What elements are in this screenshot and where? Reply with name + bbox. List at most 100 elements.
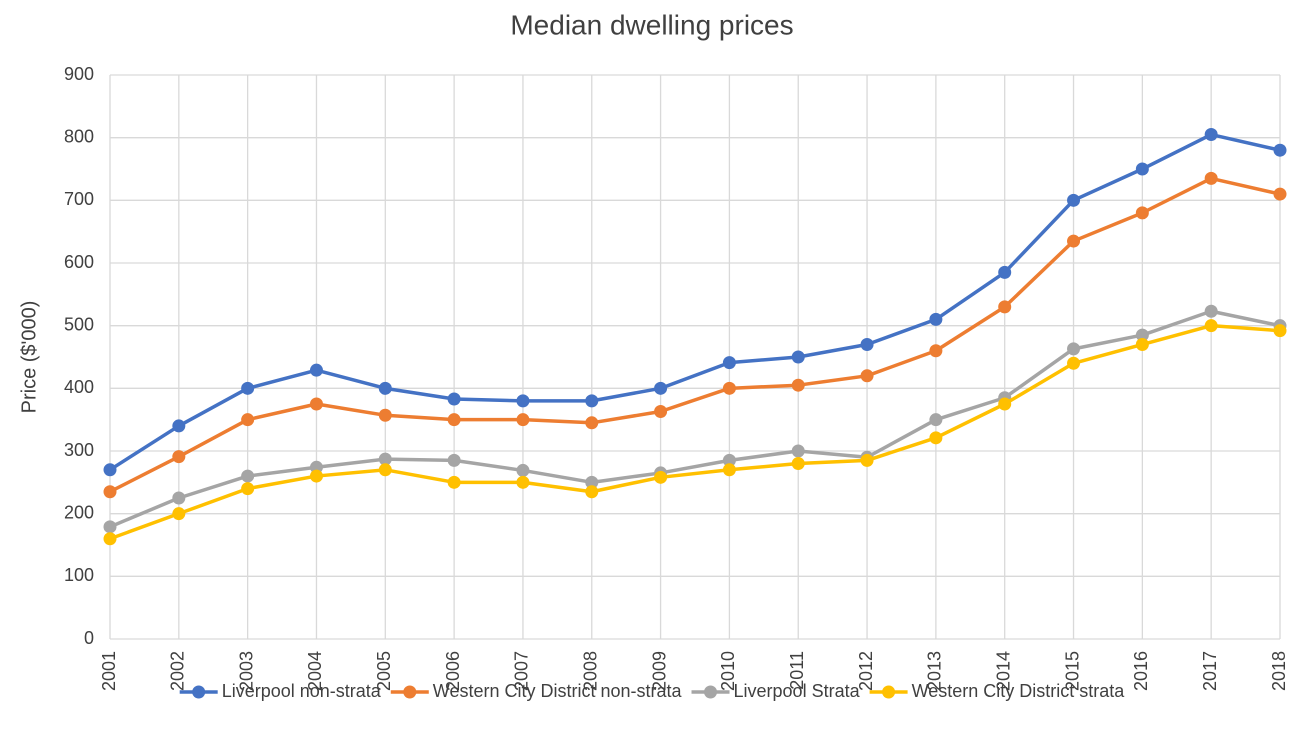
point: [241, 381, 255, 395]
point: [1204, 319, 1218, 333]
chart-title: Median dwelling prices: [510, 9, 793, 40]
series-line: [109, 132, 1281, 472]
point: [309, 397, 323, 411]
point: [172, 419, 186, 433]
point: [654, 405, 668, 419]
x-tick-label: 2004: [305, 651, 325, 691]
point: [378, 463, 392, 477]
x-tick-label: 2013: [925, 651, 945, 691]
point: [1067, 234, 1081, 248]
point: [722, 356, 736, 370]
point: [447, 413, 461, 427]
y-tick-label: 200: [64, 502, 94, 522]
point: [1204, 171, 1218, 185]
point: [447, 475, 461, 489]
point: [722, 453, 736, 467]
point: [103, 463, 117, 477]
point: [791, 350, 805, 364]
point: [1204, 304, 1218, 318]
point: [791, 378, 805, 392]
point: [241, 469, 255, 483]
y-tick-label: 900: [64, 64, 94, 84]
point: [860, 453, 874, 467]
y-tick-label: 500: [64, 314, 94, 334]
point: [1273, 143, 1287, 157]
legend-label: Liverpool non-strata: [222, 681, 382, 701]
x-tick-label: 2001: [99, 651, 119, 691]
point: [516, 475, 530, 489]
point: [1135, 328, 1149, 342]
point: [1067, 193, 1081, 207]
point: [929, 312, 943, 326]
point: [722, 381, 736, 395]
point: [929, 344, 943, 358]
point: [378, 408, 392, 422]
x-tick-label: 2002: [168, 651, 188, 691]
point: [103, 520, 117, 534]
point: [516, 413, 530, 427]
point: [860, 369, 874, 383]
point: [585, 475, 599, 489]
series-line: [109, 309, 1281, 529]
x-tick-label: 2017: [1200, 651, 1220, 691]
point: [103, 532, 117, 546]
point: [447, 392, 461, 406]
legend-marker: [704, 685, 718, 699]
point: [1273, 187, 1287, 201]
y-axis-label: Price ($'000): [18, 301, 40, 414]
x-tick-label: 2003: [236, 651, 256, 691]
point: [241, 482, 255, 496]
point: [172, 450, 186, 464]
x-tick-label: 2005: [374, 651, 394, 691]
point: [791, 457, 805, 471]
series-line: [109, 176, 1281, 494]
point: [309, 363, 323, 377]
y-tick-label: 700: [64, 189, 94, 209]
x-tick-label: 2007: [512, 651, 532, 691]
legend-label: Western City District strata: [912, 681, 1126, 701]
point: [378, 452, 392, 466]
point: [447, 453, 461, 467]
point: [103, 485, 117, 499]
point: [516, 394, 530, 408]
point: [1135, 206, 1149, 220]
legend-label: Liverpool Strata: [734, 681, 861, 701]
point: [1273, 324, 1287, 338]
point: [1067, 356, 1081, 370]
point: [929, 413, 943, 427]
point: [998, 397, 1012, 411]
point: [929, 431, 943, 445]
point: [654, 381, 668, 395]
y-tick-label: 100: [64, 565, 94, 585]
x-tick-label: 2014: [993, 651, 1013, 691]
x-tick-label: 2006: [443, 651, 463, 691]
point: [585, 394, 599, 408]
legend-label: Western City District non-strata: [433, 681, 683, 701]
legend-marker: [192, 685, 206, 699]
y-tick-label: 400: [64, 377, 94, 397]
x-tick-label: 2009: [649, 651, 669, 691]
point: [309, 469, 323, 483]
series-line: [109, 323, 1281, 541]
point: [172, 491, 186, 505]
legend-marker: [882, 685, 896, 699]
point: [378, 381, 392, 395]
legend-marker: [403, 685, 417, 699]
point: [516, 463, 530, 477]
y-tick-label: 0: [84, 628, 94, 648]
y-tick-label: 300: [64, 440, 94, 460]
point: [722, 463, 736, 477]
point: [1204, 128, 1218, 142]
point: [1067, 342, 1081, 356]
x-tick-label: 2008: [581, 651, 601, 691]
point: [860, 337, 874, 351]
point: [585, 485, 599, 499]
point: [998, 265, 1012, 279]
point: [241, 413, 255, 427]
x-tick-label: 2018: [1269, 651, 1289, 691]
x-tick-label: 2012: [856, 651, 876, 691]
point: [172, 507, 186, 521]
point: [791, 444, 805, 458]
legend: Liverpool non-strata Western City Distric…: [179, 681, 1126, 701]
y-tick-label: 800: [64, 126, 94, 146]
